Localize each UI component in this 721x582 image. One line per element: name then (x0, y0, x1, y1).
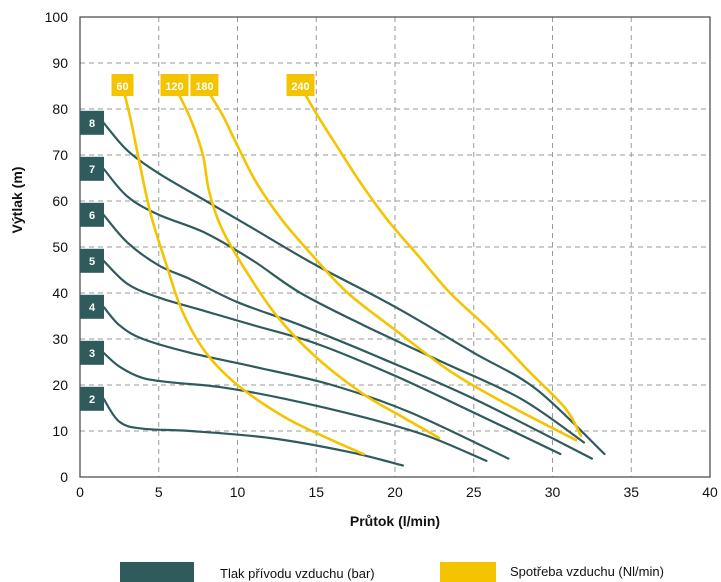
pressure-badge-2 (80, 386, 104, 411)
pressure-badge-label-3: 3 (89, 348, 95, 360)
y-tick-label: 100 (45, 9, 69, 25)
pressure-line-2 (102, 397, 404, 467)
x-tick-label: 30 (545, 484, 561, 500)
pressure-line-8 (102, 121, 606, 456)
legend-label-pressure: Tlak přívodu vzduchu (bar) (220, 566, 375, 581)
y-tick-label: 50 (52, 239, 68, 255)
y-tick-label: 80 (52, 101, 68, 117)
x-tick-label: 40 (702, 484, 718, 500)
x-tick-label: 25 (466, 484, 482, 500)
pressure-badge-label-6: 6 (89, 210, 95, 222)
consumption-line-240 (299, 84, 583, 437)
consumption-line-60 (121, 84, 365, 456)
pressure-badge-label-8: 8 (89, 118, 95, 130)
x-tick-label: 20 (387, 484, 403, 500)
y-axis-title: Výtlak (m) (9, 167, 25, 234)
y-tick-label: 70 (52, 147, 68, 163)
pressure-line-6 (102, 213, 593, 460)
pressure-badge-4 (80, 294, 104, 319)
x-axis-title: Průtok (l/min) (350, 513, 440, 529)
y-tick-labels: 0 10 20 30 40 50 60 70 80 90 100 (45, 9, 69, 485)
consumption-badge-240 (286, 74, 315, 96)
legend-label-consumption: Spotřeba vzduchu (Nl/min) (510, 564, 664, 579)
legend-swatch-pressure (120, 562, 194, 582)
consumption-badge-label-60: 60 (116, 81, 128, 93)
pressure-line-5 (102, 259, 562, 456)
series-badges: 2 3 4 5 6 7 8 60 120 180 240 (80, 74, 315, 411)
pressure-badge-6 (80, 202, 104, 227)
x-tick-label: 10 (230, 484, 246, 500)
x-tick-label: 35 (623, 484, 639, 500)
x-tick-labels: 0 5 10 15 20 25 30 35 40 (76, 484, 718, 500)
pressure-line-7 (102, 167, 586, 444)
pressure-badge-label-2: 2 (89, 394, 95, 406)
grid-lines (80, 17, 710, 477)
y-tick-label: 90 (52, 55, 68, 71)
consumption-badge-label-180: 180 (195, 81, 213, 93)
consumption-series (121, 84, 583, 456)
consumption-badge-label-120: 120 (165, 81, 183, 93)
y-tick-label: 40 (52, 285, 68, 301)
pressure-line-4 (102, 305, 510, 460)
y-tick-label: 10 (52, 423, 68, 439)
legend: Tlak přívodu vzduchu (bar) Spotřeba vzdu… (120, 562, 664, 582)
y-tick-label: 20 (52, 377, 68, 393)
pressure-badge-3 (80, 340, 104, 365)
plot-border (79, 16, 711, 478)
consumption-badge-120 (160, 74, 189, 96)
consumption-badge-60 (111, 74, 134, 96)
pressure-series (102, 121, 606, 467)
pressure-badge-5 (80, 248, 104, 273)
y-tick-label: 30 (52, 331, 68, 347)
y-tick-label: 60 (52, 193, 68, 209)
x-tick-label: 15 (308, 484, 324, 500)
pressure-badge-label-4: 4 (89, 302, 96, 314)
pressure-badge-7 (80, 156, 104, 181)
pressure-badge-8 (80, 110, 104, 135)
plot-frame (79, 16, 711, 478)
consumption-line-120 (173, 84, 441, 440)
consumption-badge-label-240: 240 (291, 81, 309, 93)
consumption-badge-180 (190, 74, 219, 96)
consumption-line-180 (203, 84, 578, 442)
pressure-badge-label-7: 7 (89, 164, 95, 176)
legend-swatch-consumption (440, 562, 496, 582)
x-tick-label: 0 (76, 484, 84, 500)
y-tick-label: 0 (60, 469, 68, 485)
pressure-badge-label-5: 5 (89, 256, 95, 268)
pressure-line-3 (102, 351, 488, 462)
x-tick-label: 5 (155, 484, 163, 500)
